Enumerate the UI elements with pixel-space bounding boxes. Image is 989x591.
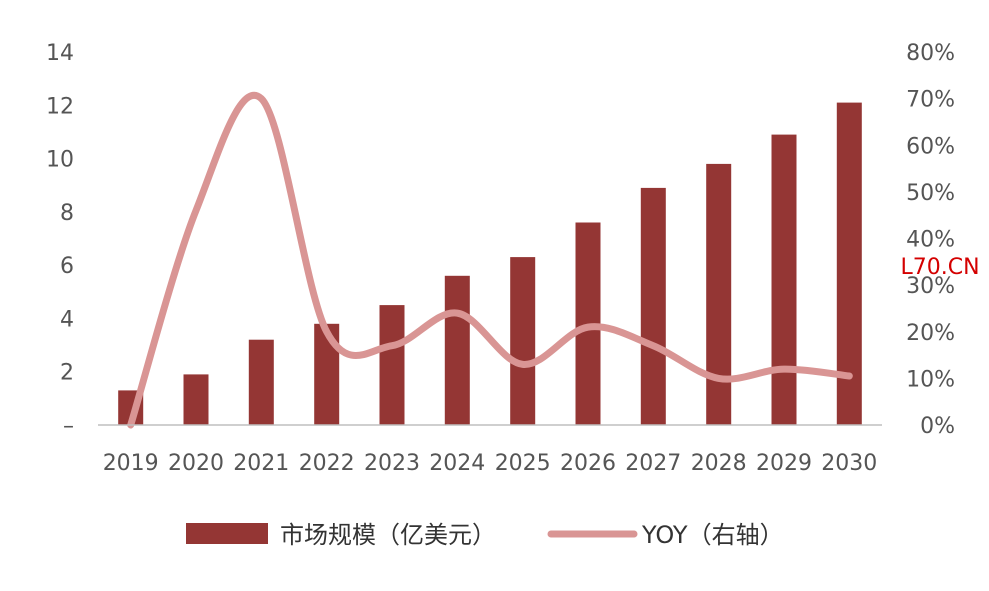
bar-2021 — [248, 339, 274, 425]
bar-2029 — [771, 134, 797, 425]
x-tick-2020: 2020 — [168, 451, 224, 476]
yoy-line — [127, 92, 853, 429]
left-tick-6: 6 — [60, 254, 74, 279]
x-axis-ticks: 2019 2020 2021 2022 2023 2024 2025 2026 2027 2028… — [103, 451, 878, 476]
right-tick-0: 0% — [920, 414, 955, 439]
right-axis-ticks: 0% 10% 20% 30% 40% 50% 60% 70% 80% — [906, 41, 955, 439]
x-tick-2029: 2029 — [756, 451, 812, 476]
left-tick-14: 14 — [46, 41, 74, 66]
x-tick-2030: 2030 — [821, 451, 877, 476]
x-tick-2023: 2023 — [364, 451, 420, 476]
right-tick-60: 60% — [906, 134, 955, 159]
left-tick-10: 10 — [46, 148, 74, 173]
bar-2028 — [706, 163, 732, 425]
x-tick-2025: 2025 — [495, 451, 551, 476]
x-tick-2027: 2027 — [625, 451, 681, 476]
x-tick-2028: 2028 — [691, 451, 747, 476]
left-tick-0: – — [63, 414, 74, 439]
bar-2022 — [314, 323, 340, 425]
legend: 市场规模（亿美元） YOY（右轴） — [186, 521, 784, 549]
right-tick-10: 10% — [906, 367, 955, 392]
right-tick-80: 80% — [906, 41, 955, 66]
bar-2020 — [183, 374, 209, 425]
right-tick-20: 20% — [906, 321, 955, 346]
bar-2024 — [444, 275, 470, 425]
bar-2023 — [379, 305, 405, 425]
bar-2030 — [836, 102, 862, 425]
right-tick-40: 40% — [906, 228, 955, 253]
legend-bar-swatch — [186, 523, 268, 544]
left-axis-ticks: – 2 4 6 8 10 12 14 — [46, 41, 74, 439]
left-tick-4: 4 — [60, 307, 74, 332]
right-tick-30: 30% — [906, 274, 955, 299]
x-tick-2021: 2021 — [233, 451, 289, 476]
bar-2027 — [640, 187, 666, 425]
left-tick-8: 8 — [60, 201, 74, 226]
x-tick-2022: 2022 — [299, 451, 355, 476]
legend-line-label: YOY（右轴） — [641, 521, 784, 549]
x-tick-2024: 2024 — [429, 451, 485, 476]
bar-2025 — [510, 257, 536, 425]
x-tick-2026: 2026 — [560, 451, 616, 476]
right-tick-50: 50% — [906, 181, 955, 206]
x-tick-2019: 2019 — [103, 451, 159, 476]
left-tick-2: 2 — [60, 361, 74, 386]
left-tick-12: 12 — [46, 94, 74, 119]
right-tick-70: 70% — [906, 88, 955, 113]
legend-bar-label: 市场规模（亿美元） — [280, 521, 496, 549]
watermark-text: L70.CN — [900, 255, 979, 280]
